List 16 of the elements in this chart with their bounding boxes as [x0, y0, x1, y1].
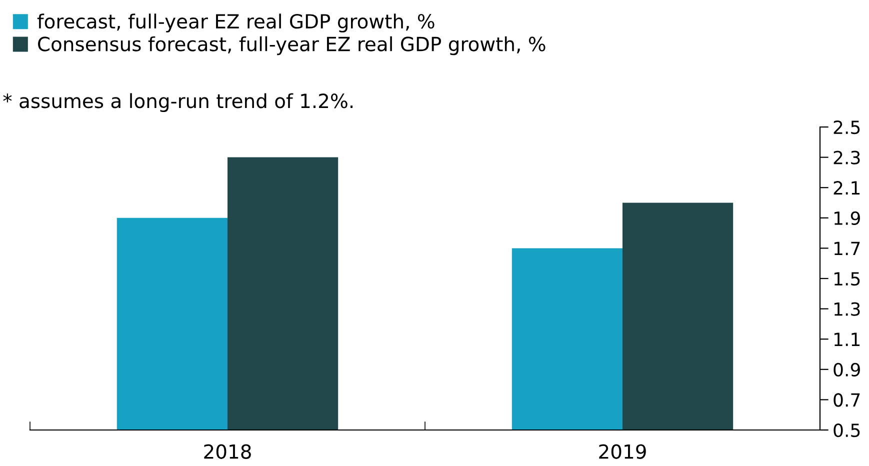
x-tick-label: 2019: [599, 444, 646, 459]
legend-label: forecast, full-year EZ real GDP growth, %: [37, 14, 434, 32]
y-tick-label: 1.9: [834, 211, 860, 226]
y-tick-label: 1.7: [834, 242, 860, 256]
x-tick-label: 2018: [204, 444, 251, 459]
y-tick-label: 2.3: [834, 150, 860, 164]
y-tick-label: 2.5: [834, 120, 860, 134]
legend-label: Consensus forecast, full-year EZ real GDP growth, %: [38, 36, 546, 56]
y-tick-label: 1.1: [834, 332, 860, 346]
y-tick-label: 2.1: [834, 181, 860, 194]
y-tick-label: 1.3: [834, 302, 860, 316]
y-tick-label: 1.5: [834, 272, 860, 286]
text: * assumes a long-run trend of 1.2%.: [3, 93, 353, 112]
y-tick-label: 0.7: [834, 393, 860, 407]
y-tick-label: 0.9: [834, 362, 860, 377]
y-tick-label: 0.5: [834, 423, 860, 438]
